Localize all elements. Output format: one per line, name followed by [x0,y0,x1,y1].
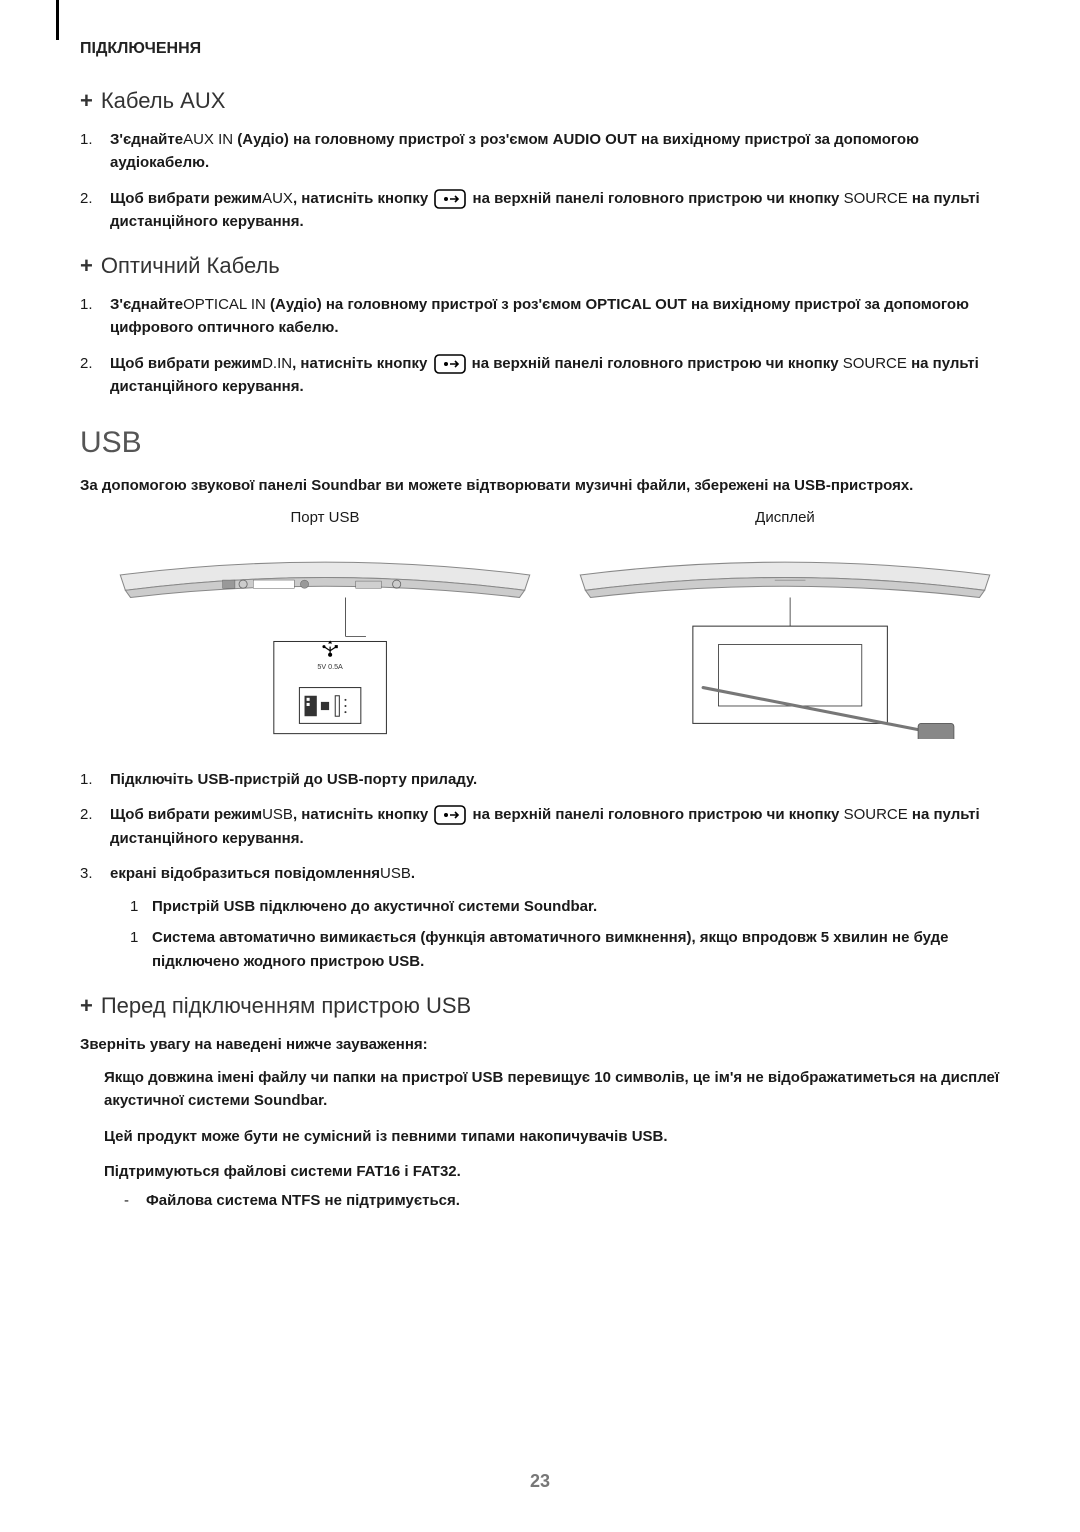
optical-heading: + Оптичний Кабель [80,253,1000,279]
before-usb-note-2: Цей продукт може бути не сумісний із пев… [104,1125,1000,1148]
before-usb-heading-text: Перед підключенням пристрою USB [101,993,471,1018]
plus-icon: + [80,993,93,1018]
before-usb-note-3-sub: Файлова система NTFS не підтримується. [104,1189,1000,1212]
usb-display-label: Дисплей [570,509,1000,526]
optical-step-2: Щоб вибрати режимD.IN, натисніть кнопку … [80,352,1000,399]
aux-step-1: З'єднайтеAUX IN (Аудіо) на головному при… [80,128,1000,175]
section-header: ПІДКЛЮЧЕННЯ [80,40,1000,58]
usb-figure-display: Дисплей [570,509,1000,744]
soundbar-display-illustration [570,534,1000,739]
source-button-icon [434,805,466,825]
soundbar-port-illustration: 5V 0.5A [110,534,540,739]
aux-steps: З'єднайтеAUX IN (Аудіо) на головному при… [80,128,1000,233]
usb-sub-bullets: Пристрій USB підключено до акустичної си… [110,895,1000,973]
before-usb-note-3: Підтримуються файлові системи FAT16 і FA… [104,1160,1000,1213]
before-usb-heading: + Перед підключенням пристрою USB [80,993,1000,1019]
optical-heading-text: Оптичний Кабель [101,253,280,278]
optical-step-1: З'єднайтеOPTICAL IN (Аудіо) на головному… [80,293,1000,340]
optical-steps: З'єднайтеOPTICAL IN (Аудіо) на головному… [80,293,1000,398]
aux-heading-text: Кабель AUX [101,88,226,113]
before-usb-intro: Зверніть увагу на наведені нижче зауваже… [80,1033,1000,1056]
source-button-icon [434,189,466,209]
usb-port-voltage-text: 5V 0.5A [317,663,343,671]
usb-figure-row: Порт USB [80,509,1000,744]
usb-bullet-2: Система автоматично вимикається (функція… [130,926,1000,973]
usb-heading: USB [80,426,1000,460]
plus-icon: + [80,253,93,278]
usb-step-3: екрані відобразиться повідомленняUSB. Пр… [80,862,1000,973]
page-content: ПІДКЛЮЧЕННЯ + Кабель AUX З'єднайтеAUX IN … [0,0,1080,1264]
source-button-icon [434,354,466,374]
before-usb-note-3-sub-item: Файлова система NTFS не підтримується. [124,1189,1000,1212]
before-usb-note-1: Якщо довжина імені файлу чи папки на при… [104,1066,1000,1113]
usb-figure-port: Порт USB [110,509,540,744]
aux-heading: + Кабель AUX [80,88,1000,114]
plus-icon: + [80,88,93,113]
aux-step-2: Щоб вибрати режимAUX, натисніть кнопку н… [80,187,1000,234]
usb-intro: За допомогою звукової панелі Soundbar ви… [80,474,1000,497]
usb-step-1: Підключіть USB-пристрій до USB-порту при… [80,768,1000,791]
page-number: 23 [0,1471,1080,1492]
usb-step-2: Щоб вибрати режимUSB, натисніть кнопку н… [80,803,1000,850]
usb-port-label: Порт USB [110,509,540,526]
before-usb-notes: Якщо довжина імені файлу чи папки на при… [80,1066,1000,1212]
usb-steps: Підключіть USB-пристрій до USB-порту при… [80,768,1000,973]
usb-bullet-1: Пристрій USB підключено до акустичної си… [130,895,1000,918]
